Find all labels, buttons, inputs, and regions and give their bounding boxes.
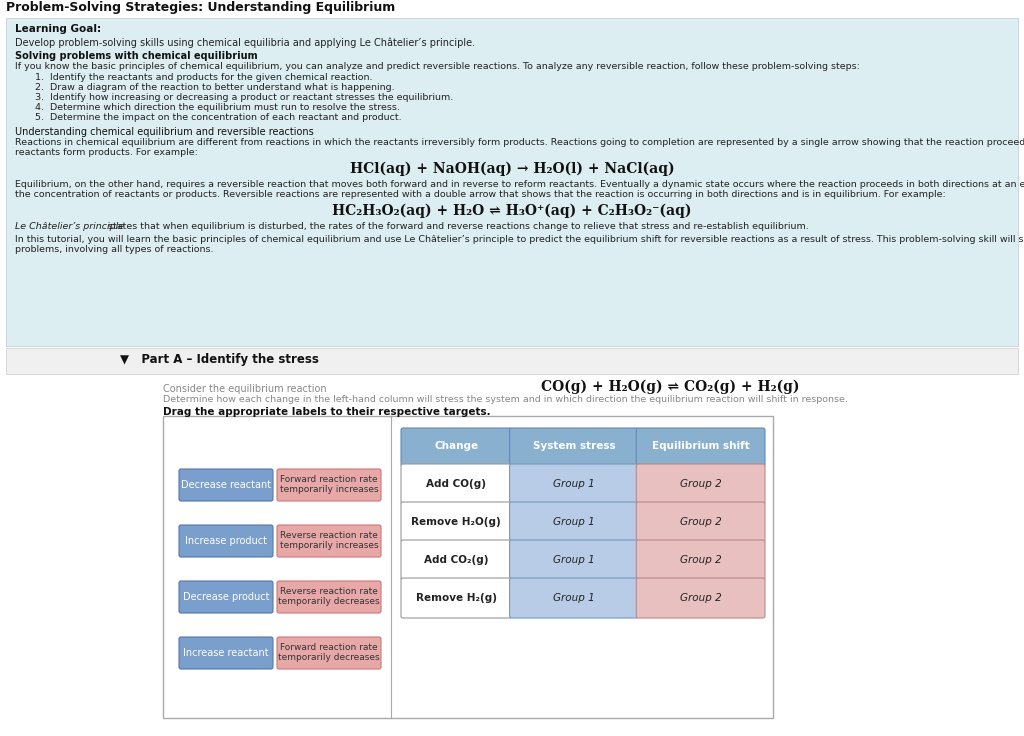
Text: Decrease product: Decrease product [182, 592, 269, 602]
Text: System stress: System stress [532, 441, 615, 451]
FancyBboxPatch shape [636, 428, 765, 466]
Text: states that when equilibrium is disturbed, the rates of the forward and reverse : states that when equilibrium is disturbe… [105, 222, 809, 231]
Text: temporarily decreases: temporarily decreases [279, 598, 380, 606]
Text: temporarily decreases: temporarily decreases [279, 654, 380, 662]
Text: Group 2: Group 2 [680, 479, 722, 489]
FancyBboxPatch shape [278, 581, 381, 613]
Text: In this tutorial, you will learn the basic principles of chemical equilibrium an: In this tutorial, you will learn the bas… [15, 235, 1024, 244]
Text: 2.  Draw a diagram of the reaction to better understand what is happening.: 2. Draw a diagram of the reaction to bet… [35, 83, 394, 92]
FancyBboxPatch shape [401, 540, 512, 580]
FancyBboxPatch shape [401, 578, 512, 618]
Text: Group 1: Group 1 [553, 593, 595, 603]
Text: Remove H₂O(g): Remove H₂O(g) [412, 517, 501, 527]
Text: 5.  Determine the impact on the concentration of each reactant and product.: 5. Determine the impact on the concentra… [35, 113, 401, 122]
FancyBboxPatch shape [401, 428, 512, 466]
FancyBboxPatch shape [278, 469, 381, 501]
FancyBboxPatch shape [636, 464, 765, 504]
Text: Group 2: Group 2 [680, 593, 722, 603]
FancyBboxPatch shape [510, 578, 638, 618]
FancyBboxPatch shape [510, 428, 638, 466]
FancyBboxPatch shape [179, 525, 273, 557]
Text: Equilibrium, on the other hand, requires a reversible reaction that moves both f: Equilibrium, on the other hand, requires… [15, 180, 1024, 189]
Text: reactants form products. For example:: reactants form products. For example: [15, 148, 198, 157]
Text: Group 2: Group 2 [680, 555, 722, 565]
Bar [0, 0, 1024, 14]
Text: problems, involving all types of reactions.: problems, involving all types of reactio… [15, 245, 213, 254]
Text: Learning Goal:: Learning Goal: [15, 24, 101, 34]
Text: 3.  Identify how increasing or decreasing a product or reactant stresses the equ: 3. Identify how increasing or decreasing… [35, 93, 454, 102]
FancyBboxPatch shape [401, 464, 512, 504]
FancyBboxPatch shape [401, 502, 512, 542]
FancyBboxPatch shape [278, 525, 381, 557]
Text: Decrease reactant: Decrease reactant [181, 480, 271, 490]
Text: Understanding chemical equilibrium and reversible reactions: Understanding chemical equilibrium and r… [15, 127, 313, 137]
FancyBboxPatch shape [510, 464, 638, 504]
Text: Reactions in chemical equilibrium are different from reactions in which the reac: Reactions in chemical equilibrium are di… [15, 138, 1024, 147]
Text: Increase reactant: Increase reactant [183, 648, 269, 658]
Text: 1.  Identify the reactants and products for the given chemical reaction.: 1. Identify the reactants and products f… [35, 73, 373, 82]
Text: HC₂H₃O₂(aq) + H₂O ⇌ H₃O⁺(aq) + C₂H₃O₂⁻(aq): HC₂H₃O₂(aq) + H₂O ⇌ H₃O⁺(aq) + C₂H₃O₂⁻(a… [332, 204, 692, 219]
Text: temporarily increases: temporarily increases [280, 542, 378, 551]
FancyBboxPatch shape [510, 502, 638, 542]
Bar [163, 416, 773, 718]
FancyBboxPatch shape [510, 540, 638, 580]
Text: Determine how each change in the left-hand column will stress the system and in : Determine how each change in the left-ha… [163, 395, 848, 404]
Text: ▼   Part A – Identify the stress: ▼ Part A – Identify the stress [120, 353, 318, 367]
Text: temporarily increases: temporarily increases [280, 486, 378, 495]
Text: Reverse reaction rate: Reverse reaction rate [280, 587, 378, 596]
Text: Change: Change [434, 441, 478, 451]
Bar [6, 348, 1018, 374]
Text: Solving problems with chemical equilibrium: Solving problems with chemical equilibri… [15, 51, 258, 61]
Text: Le Châtelier’s principle: Le Châtelier’s principle [15, 222, 124, 231]
Text: Consider the equilibrium reaction: Consider the equilibrium reaction [163, 384, 327, 394]
Text: the concentration of reactants or products. Reversible reactions are represented: the concentration of reactants or produc… [15, 190, 946, 199]
FancyBboxPatch shape [636, 540, 765, 580]
Text: Problem-Solving Strategies: Understanding Equilibrium: Problem-Solving Strategies: Understandin… [6, 1, 395, 14]
Bar [0, 348, 1024, 736]
Text: HCl(aq) + NaOH(aq) → H₂O(l) + NaCl(aq): HCl(aq) + NaOH(aq) → H₂O(l) + NaCl(aq) [349, 162, 675, 177]
Text: Remove H₂(g): Remove H₂(g) [416, 593, 497, 603]
Text: Group 1: Group 1 [553, 479, 595, 489]
Text: Group 1: Group 1 [553, 555, 595, 565]
Text: Group 1: Group 1 [553, 517, 595, 527]
Text: Increase product: Increase product [185, 536, 267, 546]
Text: Equilibrium shift: Equilibrium shift [651, 441, 750, 451]
FancyBboxPatch shape [179, 581, 273, 613]
Text: Forward reaction rate: Forward reaction rate [281, 475, 378, 484]
Text: Forward reaction rate: Forward reaction rate [281, 643, 378, 653]
FancyBboxPatch shape [636, 502, 765, 542]
Text: Add CO₂(g): Add CO₂(g) [424, 555, 488, 565]
Text: Reverse reaction rate: Reverse reaction rate [280, 531, 378, 540]
FancyBboxPatch shape [636, 578, 765, 618]
Text: Add CO(g): Add CO(g) [426, 479, 486, 489]
Text: CO(g) + H₂O(g) ⇌ CO₂(g) + H₂(g): CO(g) + H₂O(g) ⇌ CO₂(g) + H₂(g) [541, 380, 800, 394]
Text: 4.  Determine which direction the equilibrium must run to resolve the stress.: 4. Determine which direction the equilib… [35, 103, 400, 112]
Bar [6, 18, 1018, 346]
Text: Drag the appropriate labels to their respective targets.: Drag the appropriate labels to their res… [163, 407, 490, 417]
FancyBboxPatch shape [179, 637, 273, 669]
Text: Group 2: Group 2 [680, 517, 722, 527]
Text: Develop problem-solving skills using chemical equilibria and applying Le Châteli: Develop problem-solving skills using che… [15, 37, 475, 48]
FancyBboxPatch shape [179, 469, 273, 501]
Text: If you know the basic principles of chemical equilibrium, you can analyze and pr: If you know the basic principles of chem… [15, 62, 860, 71]
FancyBboxPatch shape [278, 637, 381, 669]
